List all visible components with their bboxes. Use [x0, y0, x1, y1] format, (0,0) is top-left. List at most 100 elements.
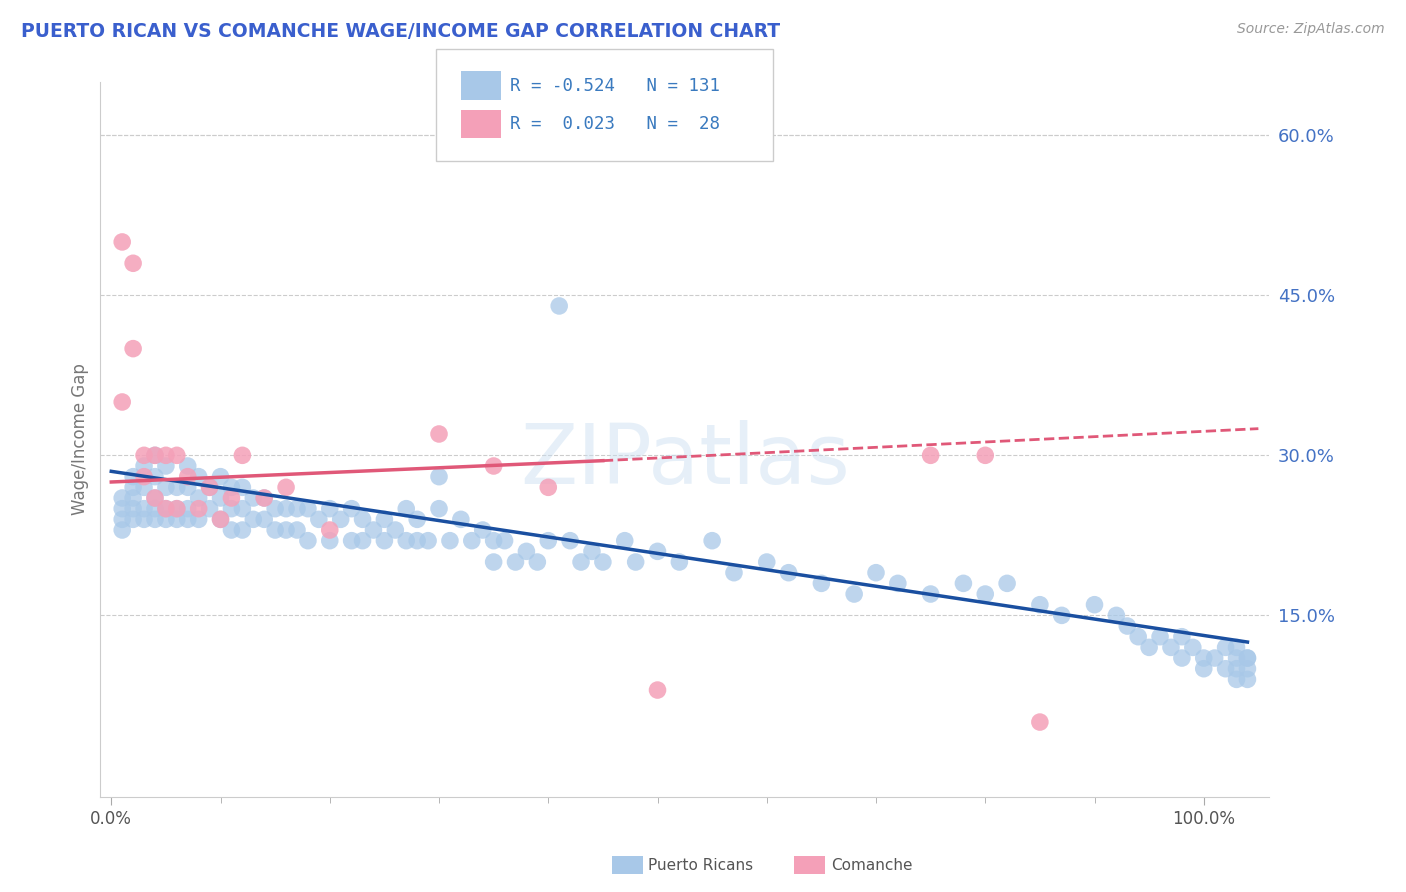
- Point: [373, 512, 395, 526]
- Point: [340, 501, 363, 516]
- Point: [143, 491, 166, 505]
- Point: [974, 448, 997, 462]
- Point: [450, 512, 472, 526]
- Point: [1083, 598, 1105, 612]
- Point: [1225, 662, 1247, 676]
- Point: [166, 448, 188, 462]
- Point: [1225, 640, 1247, 655]
- Point: [319, 533, 342, 548]
- Point: [122, 491, 145, 505]
- Point: [1116, 619, 1139, 633]
- Point: [143, 469, 166, 483]
- Point: [285, 501, 308, 516]
- Point: [143, 491, 166, 505]
- Text: Puerto Ricans: Puerto Ricans: [648, 858, 754, 872]
- Point: [1236, 662, 1258, 676]
- Point: [548, 299, 571, 313]
- Point: [1171, 651, 1194, 665]
- Point: [155, 480, 177, 494]
- Point: [482, 533, 505, 548]
- Point: [242, 512, 264, 526]
- Point: [143, 448, 166, 462]
- Point: [1149, 630, 1171, 644]
- Point: [132, 501, 155, 516]
- Point: [253, 491, 276, 505]
- Point: [143, 501, 166, 516]
- Point: [810, 576, 832, 591]
- Point: [1215, 640, 1237, 655]
- Point: [482, 458, 505, 473]
- Point: [122, 342, 145, 356]
- Point: [132, 458, 155, 473]
- Point: [427, 469, 450, 483]
- Point: [624, 555, 647, 569]
- Point: [122, 469, 145, 483]
- Point: [111, 395, 134, 409]
- Point: [416, 533, 439, 548]
- Point: [569, 555, 592, 569]
- Point: [406, 512, 429, 526]
- Point: [844, 587, 866, 601]
- Point: [209, 469, 232, 483]
- Point: [581, 544, 603, 558]
- Point: [887, 576, 910, 591]
- Point: [122, 256, 145, 270]
- Point: [297, 501, 319, 516]
- Point: [1171, 630, 1194, 644]
- Point: [865, 566, 887, 580]
- Point: [505, 555, 527, 569]
- Point: [1236, 651, 1258, 665]
- Point: [198, 480, 221, 494]
- Point: [1105, 608, 1128, 623]
- Point: [132, 448, 155, 462]
- Point: [274, 501, 297, 516]
- Point: [209, 512, 232, 526]
- Point: [177, 458, 200, 473]
- Point: [143, 448, 166, 462]
- Point: [647, 683, 669, 698]
- Point: [1192, 662, 1215, 676]
- Point: [1137, 640, 1160, 655]
- Point: [558, 533, 581, 548]
- Point: [352, 533, 374, 548]
- Point: [1204, 651, 1226, 665]
- Point: [155, 448, 177, 462]
- Point: [187, 512, 209, 526]
- Point: [231, 501, 253, 516]
- Point: [482, 555, 505, 569]
- Point: [471, 523, 494, 537]
- Point: [778, 566, 800, 580]
- Point: [1160, 640, 1182, 655]
- Point: [974, 587, 997, 601]
- Point: [613, 533, 636, 548]
- Point: [155, 512, 177, 526]
- Point: [995, 576, 1018, 591]
- Point: [242, 491, 264, 505]
- Point: [1215, 662, 1237, 676]
- Point: [537, 533, 560, 548]
- Point: [1236, 673, 1258, 687]
- Point: [221, 523, 243, 537]
- Point: [319, 501, 342, 516]
- Point: [274, 523, 297, 537]
- Point: [1029, 598, 1052, 612]
- Text: R = -0.524   N = 131: R = -0.524 N = 131: [510, 77, 720, 95]
- Point: [177, 469, 200, 483]
- Point: [1225, 651, 1247, 665]
- Point: [132, 512, 155, 526]
- Point: [297, 533, 319, 548]
- Point: [187, 469, 209, 483]
- Point: [329, 512, 352, 526]
- Point: [111, 491, 134, 505]
- Point: [526, 555, 548, 569]
- Point: [920, 587, 942, 601]
- Point: [166, 501, 188, 516]
- Text: Comanche: Comanche: [831, 858, 912, 872]
- Point: [373, 533, 395, 548]
- Point: [384, 523, 406, 537]
- Point: [221, 480, 243, 494]
- Point: [111, 501, 134, 516]
- Point: [952, 576, 974, 591]
- Point: [198, 501, 221, 516]
- Point: [111, 523, 134, 537]
